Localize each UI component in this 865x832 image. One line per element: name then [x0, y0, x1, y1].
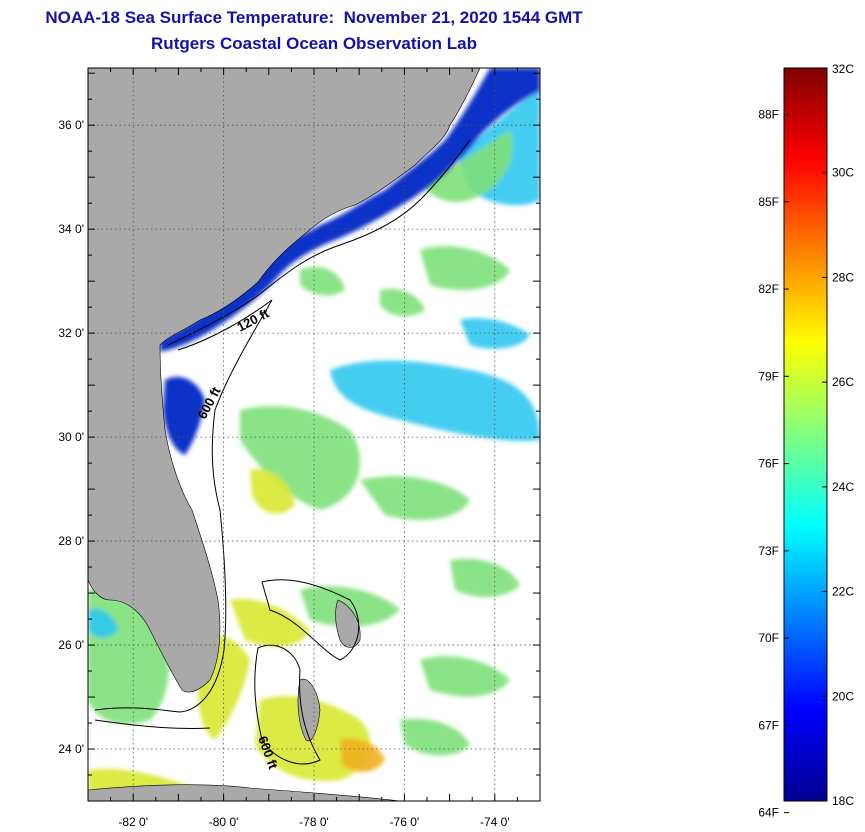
colorbar-fahrenheit-label: 67F: [758, 718, 779, 732]
lat-tick-label: 26 0': [58, 638, 84, 652]
land-cuba: [88, 784, 401, 801]
lat-tick-label: 28 0': [58, 534, 84, 548]
lat-tick-label: 32 0': [58, 326, 84, 340]
colorbar-celsius-label: 32C: [832, 62, 854, 76]
latitude-axis: 36 0' 34 0' 32 0' 30 0' 28 0' 26 0' 24 0': [58, 118, 84, 756]
colorbar-fahrenheit-label: 79F: [758, 369, 779, 383]
colorbar-celsius-label: 18C: [832, 794, 854, 808]
land-andros: [297, 678, 321, 742]
map-plot-area: 120 ft 600 ft 600 ft: [88, 68, 540, 801]
colorbar-celsius-label: 28C: [832, 270, 854, 284]
lon-tick-label: -82 0': [118, 815, 148, 829]
contour-bahamas: [254, 644, 321, 765]
longitude-axis: -82 0' -80 0' -78 0' -76 0' -74 0': [118, 815, 509, 829]
map-title: NOAA-18 Sea Surface Temperature: Novembe…: [45, 8, 583, 27]
lon-tick-label: -78 0': [299, 815, 329, 829]
colorbar-celsius-label: 30C: [832, 166, 854, 180]
contour-bahamas-north: [261, 579, 360, 661]
axis-ticks: [87, 68, 541, 802]
colorbar-fahrenheit-label: 76F: [758, 457, 779, 471]
colorbar-fahrenheit-label: 85F: [758, 195, 779, 209]
colorbar-fahrenheit-label: 64F: [758, 806, 779, 820]
colorbar-celsius-label: 22C: [832, 585, 854, 599]
colorbar-fahrenheit-labels: 88F 85F 82F 79F 76F 73F 70F 67F 64F: [758, 108, 779, 820]
colorbar-fahrenheit-label: 70F: [758, 631, 779, 645]
map-subtitle: Rutgers Coastal Ocean Observation Lab: [151, 34, 477, 53]
colorbar-fahrenheit-label: 88F: [758, 108, 779, 122]
contour-120ft: [167, 139, 471, 346]
graticule: [88, 68, 540, 801]
colorbar-fahrenheit-label: 73F: [758, 544, 779, 558]
lat-tick-label: 30 0': [58, 430, 84, 444]
colorbar-celsius-label: 20C: [832, 689, 854, 703]
colorbar-gradient: [783, 67, 828, 802]
bathymetry-contours: [94, 139, 471, 765]
colorbar-celsius-label: 24C: [832, 480, 854, 494]
land-mass: [88, 68, 481, 693]
lon-tick-label: -80 0': [209, 815, 239, 829]
contour-keys: [94, 719, 211, 729]
lat-tick-label: 24 0': [58, 742, 84, 756]
colorbar-celsius-label: 26C: [832, 375, 854, 389]
colorbar-fahrenheit-label: 82F: [758, 282, 779, 296]
lon-tick-label: -74 0': [480, 815, 510, 829]
sst-field: [88, 85, 540, 801]
land-abaco: [335, 599, 361, 648]
colorbar: 32C 30C 28C 26C 24C 22C 20C 18C 88F 85F 82F 79F 76F…: [758, 62, 854, 820]
colorbar-celsius-labels: 32C 30C 28C 26C 24C 22C 20C 18C: [832, 62, 854, 808]
lat-tick-label: 34 0': [58, 222, 84, 236]
cold-water-florida: [163, 376, 205, 455]
lon-tick-label: -76 0': [390, 815, 420, 829]
lat-tick-label: 36 0': [58, 118, 84, 132]
contour-600ft: [94, 299, 273, 713]
